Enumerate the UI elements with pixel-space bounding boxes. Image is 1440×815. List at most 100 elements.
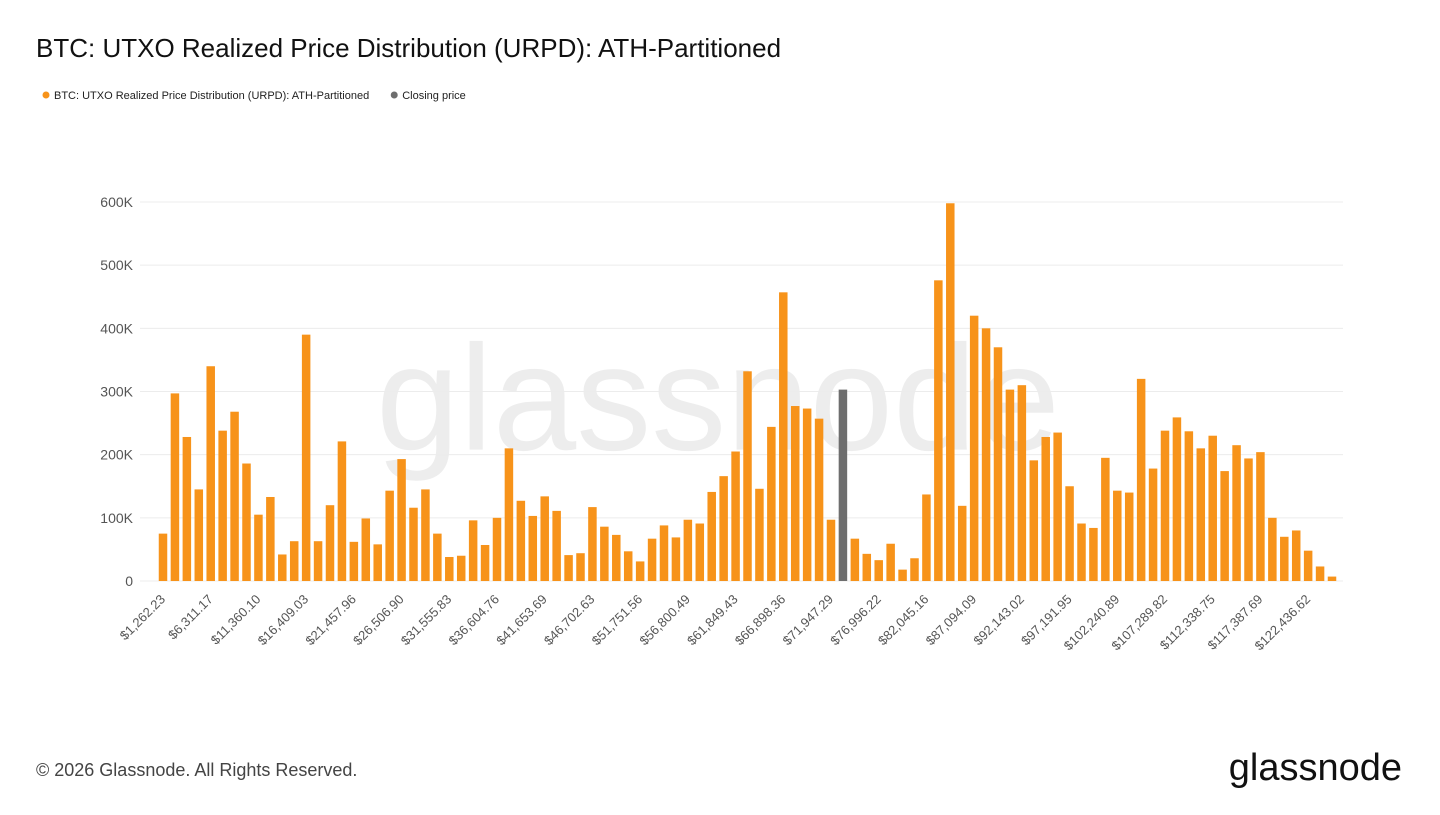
bar: [266, 496, 275, 581]
bar: [802, 408, 812, 581]
x-tick-label: $71,947.29: [779, 592, 836, 649]
bar: [659, 525, 669, 581]
x-tick-label: $66,898.36: [732, 592, 789, 649]
bar: [1113, 490, 1122, 581]
y-tick-label: 500K: [100, 257, 133, 273]
bar: [922, 494, 931, 581]
x-tick-label: $87,094.09: [923, 592, 980, 649]
x-tick-label: $16,409.03: [255, 592, 312, 649]
bar: [1005, 389, 1015, 581]
bar: [1124, 492, 1134, 581]
bar: [886, 543, 895, 581]
bar: [1148, 468, 1158, 581]
bar: [1256, 452, 1265, 581]
bar: [230, 411, 239, 581]
bar: [1065, 486, 1074, 581]
bar: [623, 551, 633, 581]
x-tick-label: $1,262.23: [117, 592, 169, 644]
x-tick-label: $21,457.96: [302, 592, 359, 649]
bar: [862, 553, 872, 581]
bar: [1291, 530, 1301, 581]
bar: [158, 533, 168, 581]
bar: [337, 441, 347, 581]
bar: [1232, 445, 1241, 581]
bar: [981, 328, 991, 581]
bar: [874, 560, 883, 581]
bar: [790, 406, 800, 581]
bar: [671, 537, 681, 581]
legend-label: BTC: UTXO Realized Price Distribution (U…: [54, 90, 369, 102]
bar: [767, 426, 776, 581]
x-tick-label: $76,996.22: [827, 592, 884, 649]
bar: [779, 292, 788, 581]
bar: [468, 520, 478, 581]
bar: [242, 463, 251, 581]
bar: [1029, 460, 1039, 581]
x-tick-label: $51,751.56: [589, 592, 646, 649]
bar: [456, 555, 466, 581]
bar: [1208, 435, 1217, 581]
bar: [635, 561, 645, 581]
bar: [612, 534, 621, 581]
bar: [254, 514, 263, 581]
x-tick-label: $46,702.63: [541, 592, 598, 649]
bar: [898, 569, 907, 581]
bar: [1041, 436, 1050, 581]
bar: [349, 541, 359, 581]
bar: [385, 490, 394, 581]
bar: [850, 538, 860, 581]
bar: [421, 489, 430, 581]
bar: [1327, 576, 1337, 581]
x-tick-label: $92,143.02: [970, 592, 1027, 649]
bar: [1089, 527, 1098, 581]
bar: [969, 315, 979, 581]
bar: [433, 533, 442, 581]
bar: [1172, 417, 1182, 581]
footer: © 2026 Glassnode. All Rights Reserved.: [36, 760, 357, 780]
bar: [409, 507, 418, 581]
x-tick-label: $6,311.17: [165, 592, 216, 643]
bar: [1136, 378, 1146, 581]
y-tick-label: 100K: [100, 510, 133, 526]
bar: [1017, 385, 1027, 581]
bar: [1280, 536, 1289, 581]
bar: [707, 491, 716, 581]
bar: [695, 523, 705, 581]
bar: [325, 505, 335, 581]
bar: [516, 500, 526, 581]
x-tick-label: $36,604.76: [445, 592, 502, 649]
bar: [814, 418, 824, 581]
bar: [301, 334, 311, 581]
bar: [993, 347, 1003, 581]
bar: [540, 496, 549, 581]
y-tick-label: 400K: [100, 320, 133, 336]
bar: [480, 544, 490, 581]
bar: [182, 436, 192, 581]
bar: [731, 451, 740, 581]
bar: [1053, 432, 1062, 581]
y-tick-label: 200K: [100, 447, 133, 463]
bar: [373, 544, 382, 581]
logo: glassnode: [1229, 747, 1402, 789]
bar: [218, 430, 227, 581]
bar: [576, 553, 585, 581]
bar: [170, 393, 180, 581]
bar: [564, 555, 573, 581]
bar: [206, 366, 215, 581]
watermark: glassnode: [376, 314, 1060, 482]
bar: [934, 280, 943, 581]
bar: [600, 526, 609, 581]
bar: [528, 515, 538, 581]
legend-marker: [390, 91, 398, 99]
bar: [1303, 550, 1313, 581]
bar: [683, 519, 693, 581]
bar: [838, 389, 848, 581]
bar: [957, 505, 967, 581]
x-tick-label: $26,506.90: [350, 592, 407, 649]
bar: [946, 203, 955, 581]
x-tick-label: $61,849.43: [684, 592, 741, 649]
bar: [1077, 523, 1086, 581]
bar: [910, 558, 919, 581]
bar: [1160, 430, 1170, 581]
bar: [445, 556, 454, 581]
